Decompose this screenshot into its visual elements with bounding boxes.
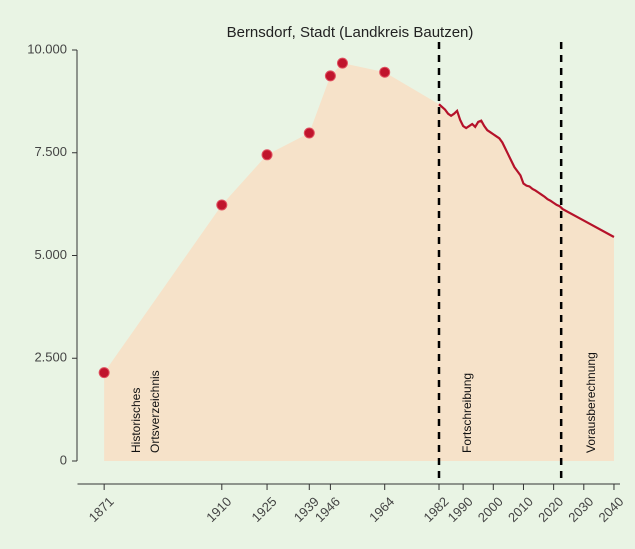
y-tick-label: 0 xyxy=(60,452,67,467)
annotation: Vorausberechnung xyxy=(584,352,598,453)
annotation: Historisches xyxy=(129,388,143,453)
y-tick-label: 5.000 xyxy=(34,247,67,262)
y-tick-label: 10.000 xyxy=(27,41,67,56)
annotation: Ortsverzeichnis xyxy=(148,370,162,453)
point xyxy=(324,70,336,82)
y-tick-label: 2.500 xyxy=(34,350,67,365)
y-tick-label: 7.500 xyxy=(34,144,67,159)
point xyxy=(261,149,273,161)
point xyxy=(303,127,315,139)
annotation: Fortschreibung xyxy=(460,373,474,453)
line xyxy=(438,103,615,238)
chart-title: Bernsdorf, Stadt (Landkreis Bautzen) xyxy=(227,24,474,41)
point xyxy=(216,199,228,211)
point xyxy=(336,57,348,69)
area xyxy=(104,63,614,461)
point xyxy=(379,66,391,78)
point xyxy=(98,367,110,379)
